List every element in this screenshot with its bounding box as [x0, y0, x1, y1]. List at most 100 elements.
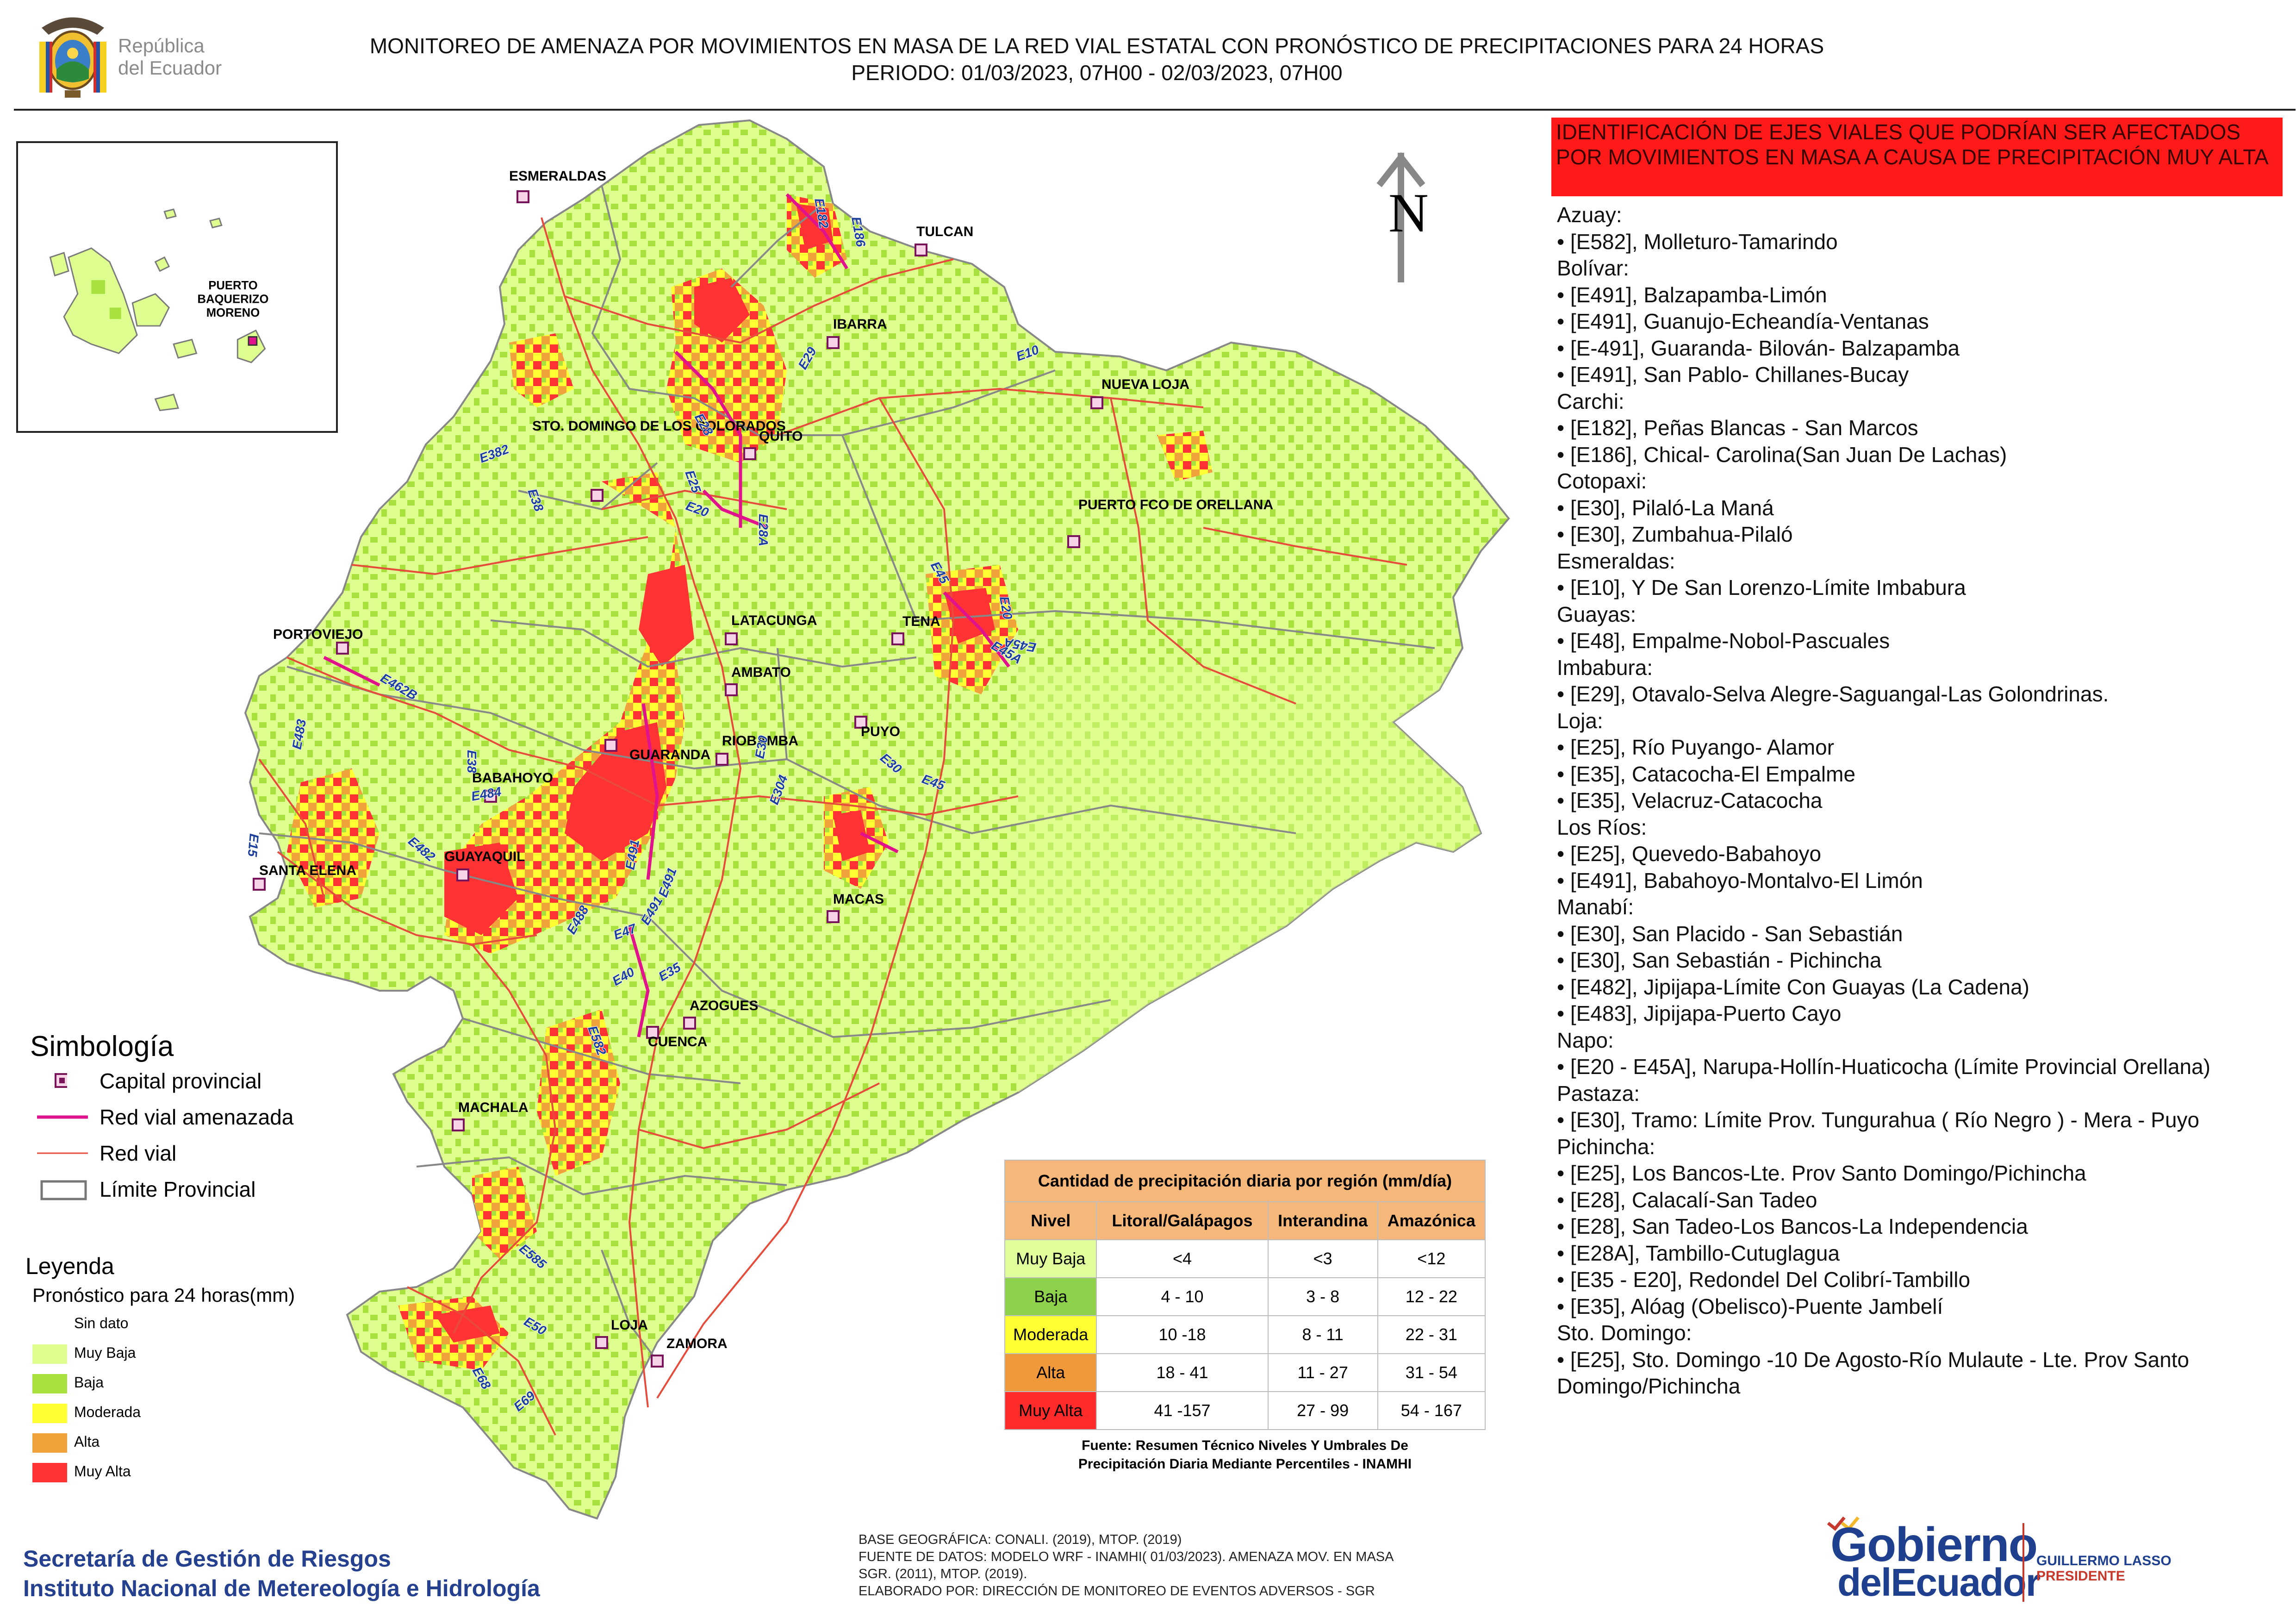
leyenda-label: Alta	[74, 1433, 100, 1450]
legend-capital-label: Capital provincial	[100, 1069, 262, 1093]
province-heading: Cotopaxi:	[1557, 469, 1647, 493]
capital-marker	[854, 716, 867, 729]
road-segment-item: • [E491], Guanujo-Echeandía-Ventanas	[1557, 309, 1929, 333]
legend-road: Red vial	[30, 1135, 447, 1171]
city-label: TENA	[902, 614, 940, 629]
city-label: NUEVA LOJA	[1101, 377, 1189, 392]
capital-marker	[336, 642, 349, 655]
san-cristobal-island	[236, 329, 266, 363]
precipitation-table: Cantidad de precipitación diaria por reg…	[1004, 1160, 1486, 1430]
del-ecuador-word: delEcuador	[1837, 1561, 2041, 1604]
gobierno-logo: Gobierno delEcuador GUILLERMO LASSO PRES…	[1819, 1514, 2282, 1606]
interandina-cell: 3 - 8	[1267, 1277, 1378, 1316]
legend-boundary: Límite Provincial	[30, 1171, 447, 1207]
gobierno-word: Gobierno	[1830, 1518, 2038, 1572]
source-data-cont: SGR. (2011), MTOP. (2019).	[859, 1567, 1027, 1581]
capital-marker	[646, 1026, 659, 1039]
president-role: PRESIDENTE	[2036, 1568, 2125, 1584]
page-title-period: PERIODO: 01/03/2023, 07H00 - 02/03/2023,…	[851, 61, 1343, 85]
litoral-cell: 18 - 41	[1096, 1353, 1269, 1392]
city-label: STO. DOMINGO DE LOS COLORADOS	[532, 418, 786, 434]
col-header-nivel: Nivel	[1004, 1201, 1097, 1240]
city-label: PUERTO FCO DE ORELLANA	[1078, 497, 1273, 512]
province-heading: Esmeraldas:	[1557, 549, 1675, 573]
precipitation-table-title: Cantidad de precipitación diaria por reg…	[1004, 1160, 1486, 1202]
republica-line-2: del Ecuador	[118, 57, 222, 79]
road-segment-item: • [E491], Balzapamba-Limón	[1557, 282, 1827, 307]
data-sources: BASE GEOGRÁFICA: CONALI. (2019), MTOP. (…	[859, 1531, 1530, 1600]
capital-marker	[1067, 535, 1080, 548]
road-network	[258, 217, 1407, 1436]
road-segment-item: • [E28], San Tadeo-Los Bancos-La Indepen…	[1557, 1214, 2028, 1238]
president-name: GUILLERMO LASSO	[2036, 1553, 2172, 1568]
road-label: E15	[245, 833, 261, 857]
interandina-cell: 27 - 99	[1267, 1391, 1378, 1430]
city-label: LOJA	[611, 1318, 648, 1333]
road-segment-item: • [E30], Tramo: Límite Prov. Tungurahua …	[1557, 1108, 2200, 1132]
litoral-cell: 41 -157	[1096, 1391, 1269, 1430]
province-heading: Los Ríos:	[1557, 815, 1647, 839]
level-cell: Muy Baja	[1004, 1239, 1097, 1278]
simbologia-title: Simbología	[30, 1031, 174, 1062]
province-heading: Sto. Domingo:	[1557, 1321, 1692, 1345]
sgr-line-2: Instituto Nacional de Metereología e Hid…	[23, 1575, 540, 1601]
litoral-cell: 10 -18	[1096, 1315, 1269, 1354]
source-data: FUENTE DE DATOS: MODELO WRF - INAMHI( 01…	[859, 1549, 1394, 1564]
col-header-amazonica: Amazónica	[1377, 1201, 1486, 1240]
capital-marker	[827, 336, 840, 349]
province-heading: Manabí:	[1557, 895, 1634, 919]
road-segment-item: • [E35], Velacruz-Catacocha	[1557, 788, 1823, 812]
city-label: IBARRA	[833, 317, 887, 332]
boundary-box-icon	[40, 1180, 87, 1200]
road-segment-item: • [E10], Y De San Lorenzo-Límite Imbabur…	[1557, 575, 1966, 600]
leyenda-row: Muy Baja	[25, 1338, 396, 1368]
road-segment-item: • [E20 - E45A], Narupa-Hollín-Huaticocha…	[1557, 1055, 2211, 1079]
road-segment-item: • [E48], Empalme-Nobol-Pascuales	[1557, 629, 1890, 653]
source-line-2: Precipitación Diaria Mediante Percentile…	[1078, 1456, 1412, 1472]
road-segment-item: • [E-491], Guaranda- Bilován- Balzapamba	[1557, 336, 1960, 360]
road-segment-item: • [E30], Zumbahua-Pilaló	[1557, 522, 1793, 546]
table-row: Moderada 10 -18 8 - 11 22 - 31	[1004, 1315, 1486, 1354]
capital-marker	[915, 244, 927, 256]
col-header-interandina: Interandina	[1267, 1201, 1378, 1240]
province-heading: Bolívar:	[1557, 256, 1629, 280]
threatened-road-line-icon	[37, 1115, 88, 1119]
coat-of-arms-icon	[39, 17, 106, 98]
leyenda-row: Moderada	[25, 1397, 396, 1427]
province-heading: Azuay:	[1557, 203, 1622, 227]
source-author: ELABORADO POR: DIRECCIÓN DE MONITOREO DE…	[859, 1584, 1375, 1599]
santa-cruz-island	[131, 293, 170, 327]
amazonica-cell: 22 - 31	[1377, 1315, 1486, 1354]
leyenda-legend: Leyenda Pronóstico para 24 horas(mm) Sin…	[25, 1250, 396, 1486]
road-segment-item: • [E25], Los Bancos-Lte. Prov Santo Domi…	[1557, 1161, 2086, 1185]
leyenda-row: Baja	[25, 1368, 396, 1397]
city-label: LATACUNGA	[731, 613, 817, 628]
interandina-cell: 11 - 27	[1267, 1353, 1378, 1392]
road-label: E38	[465, 750, 479, 773]
level-cell: Muy Alta	[1004, 1391, 1097, 1430]
simbologia-legend: Simbología Capital provincial Red vial a…	[30, 1030, 447, 1207]
capital-marker	[651, 1355, 664, 1368]
leyenda-swatch	[32, 1374, 67, 1393]
litoral-cell: <4	[1096, 1239, 1269, 1278]
capital-marker	[827, 910, 840, 923]
capital-marker	[452, 1118, 465, 1131]
road-segment-item: • [E25], Río Puyango- Alamor	[1557, 735, 1835, 759]
level-cell: Moderada	[1004, 1315, 1097, 1354]
capital-marker	[891, 632, 904, 645]
province-heading: Pastaza:	[1557, 1081, 1640, 1106]
road-segment-item: • [E491], Babahoyo-Montalvo-El Limón	[1557, 868, 1923, 893]
amazonica-cell: <12	[1377, 1239, 1486, 1278]
provincial-boundaries	[259, 185, 1435, 1362]
capital-marker	[591, 489, 604, 502]
leyenda-title: Leyenda	[25, 1253, 114, 1279]
affected-roads-panel: IDENTIFICACIÓN DE EJES VIALES QUE PODRÍA…	[1551, 118, 2283, 1400]
leyenda-swatch	[32, 1404, 67, 1423]
road-segment-item: • [E482], Jipijapa-Límite Con Guayas (La…	[1557, 974, 2029, 999]
interandina-cell: 8 - 11	[1267, 1315, 1378, 1354]
legend-capital: Capital provincial	[30, 1063, 447, 1099]
capital-marker	[456, 868, 469, 881]
road-segment-item: • [E30], San Sebastián - Pichincha	[1557, 948, 1882, 972]
capital-marker	[716, 753, 728, 766]
capital-marker	[484, 790, 497, 803]
